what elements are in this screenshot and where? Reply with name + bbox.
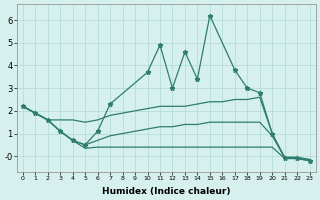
X-axis label: Humidex (Indice chaleur): Humidex (Indice chaleur) <box>102 187 230 196</box>
